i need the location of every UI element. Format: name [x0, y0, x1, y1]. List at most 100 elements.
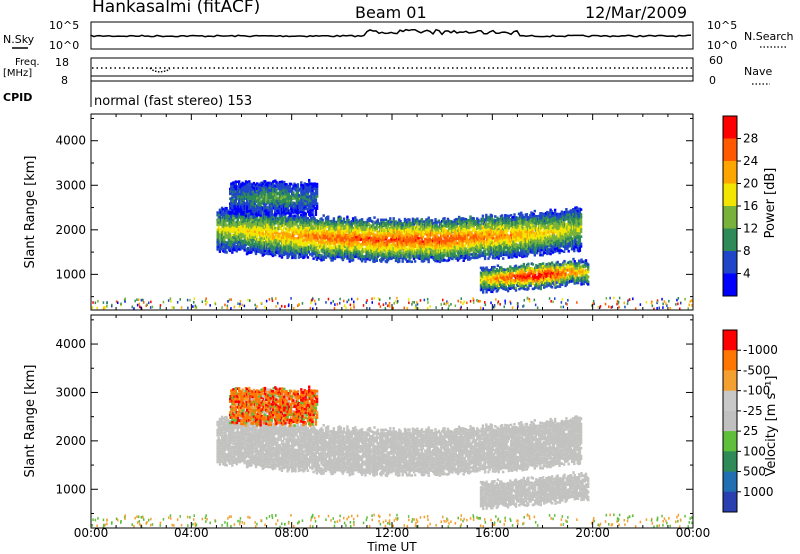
power-cell — [350, 227, 354, 230]
power-cell — [513, 245, 516, 248]
power-cell — [394, 249, 398, 253]
power-cell — [362, 238, 365, 241]
power-cell — [367, 222, 371, 225]
power-cell — [503, 271, 506, 274]
power-cell — [261, 239, 264, 242]
power-cell — [329, 254, 332, 257]
power-cell — [348, 260, 351, 263]
power-cell — [334, 238, 338, 242]
power-cell — [412, 257, 416, 260]
power-cell — [531, 268, 535, 271]
power-cell — [372, 240, 375, 243]
power-cell — [240, 246, 243, 250]
power-cell — [257, 238, 260, 241]
power-cell — [230, 230, 233, 233]
power-cell — [518, 224, 522, 228]
power-cell — [360, 245, 364, 248]
power-cell — [309, 248, 312, 251]
power-cell — [540, 246, 543, 249]
power-cell — [269, 223, 272, 226]
power-cell — [480, 230, 483, 233]
power-cell — [516, 221, 520, 225]
power-cell — [448, 229, 452, 233]
power-cell — [284, 215, 287, 219]
power-cell — [302, 254, 305, 257]
power-cell — [469, 249, 472, 253]
power-cell — [218, 250, 222, 253]
power-cell — [327, 240, 330, 243]
power-cell — [315, 258, 319, 261]
noise-tick-top-left: 10^5 — [49, 19, 79, 32]
power-cell — [283, 231, 286, 235]
power-cell — [220, 223, 224, 227]
power-cell — [260, 246, 263, 250]
power-cell — [262, 228, 266, 232]
power-cell — [439, 237, 443, 240]
power-cell — [341, 241, 345, 245]
power-cell — [359, 233, 363, 236]
power-cell — [416, 227, 419, 230]
power-cell — [220, 238, 224, 242]
power-cell — [331, 236, 334, 240]
power-cell — [321, 218, 324, 222]
power-cell — [299, 245, 303, 249]
power-cell — [539, 229, 542, 232]
power-cell — [491, 256, 495, 260]
power-cell — [311, 254, 314, 257]
power-cell — [241, 232, 244, 236]
power-cell — [534, 271, 537, 275]
power-cell — [260, 219, 263, 223]
power-cell — [417, 224, 420, 228]
power-cell — [382, 257, 385, 261]
power-cell — [488, 230, 491, 234]
power-cell — [472, 234, 475, 238]
power-cell — [492, 268, 495, 272]
power-cell — [509, 233, 513, 237]
power-cell — [507, 253, 510, 257]
power-echoes — [91, 178, 693, 311]
power-cell — [243, 246, 246, 250]
power-cell — [483, 223, 487, 226]
power-cell — [516, 253, 520, 257]
power-cell — [461, 256, 464, 259]
power-cell — [324, 246, 328, 250]
power-cell — [390, 257, 393, 261]
power-cell — [380, 218, 383, 222]
power-cell — [413, 225, 417, 229]
power-cell — [539, 251, 542, 254]
power-cell — [499, 273, 502, 277]
power-cell — [420, 220, 424, 224]
power-cell — [523, 287, 527, 291]
power-cell — [386, 229, 390, 233]
power-cell — [420, 218, 424, 221]
power-cell — [242, 230, 245, 233]
power-cell — [487, 223, 490, 226]
power-cell — [533, 214, 536, 218]
power-cell — [392, 256, 395, 259]
power-cell — [558, 251, 561, 255]
power-cell — [368, 253, 372, 257]
power-cell — [412, 247, 416, 251]
power-cell — [444, 246, 447, 249]
power-cell — [485, 245, 488, 249]
power-cell — [344, 255, 347, 258]
power-cell — [494, 256, 497, 260]
power-cell — [515, 255, 518, 259]
power-cell — [415, 256, 418, 259]
power-cell — [416, 217, 419, 221]
power-cell — [427, 258, 430, 261]
power-cell — [423, 220, 426, 223]
power-cell — [255, 237, 259, 241]
power-cell — [316, 220, 320, 223]
power-cell — [354, 255, 357, 259]
power-cell — [269, 237, 272, 241]
power-cell — [224, 236, 227, 239]
power-cell — [539, 253, 542, 257]
power-cell — [548, 270, 551, 273]
power-cell — [220, 218, 224, 222]
power-cell — [275, 248, 278, 252]
power-cell — [296, 224, 299, 228]
power-cell — [363, 235, 366, 239]
power-cell — [334, 255, 338, 259]
power-cell — [448, 244, 452, 248]
